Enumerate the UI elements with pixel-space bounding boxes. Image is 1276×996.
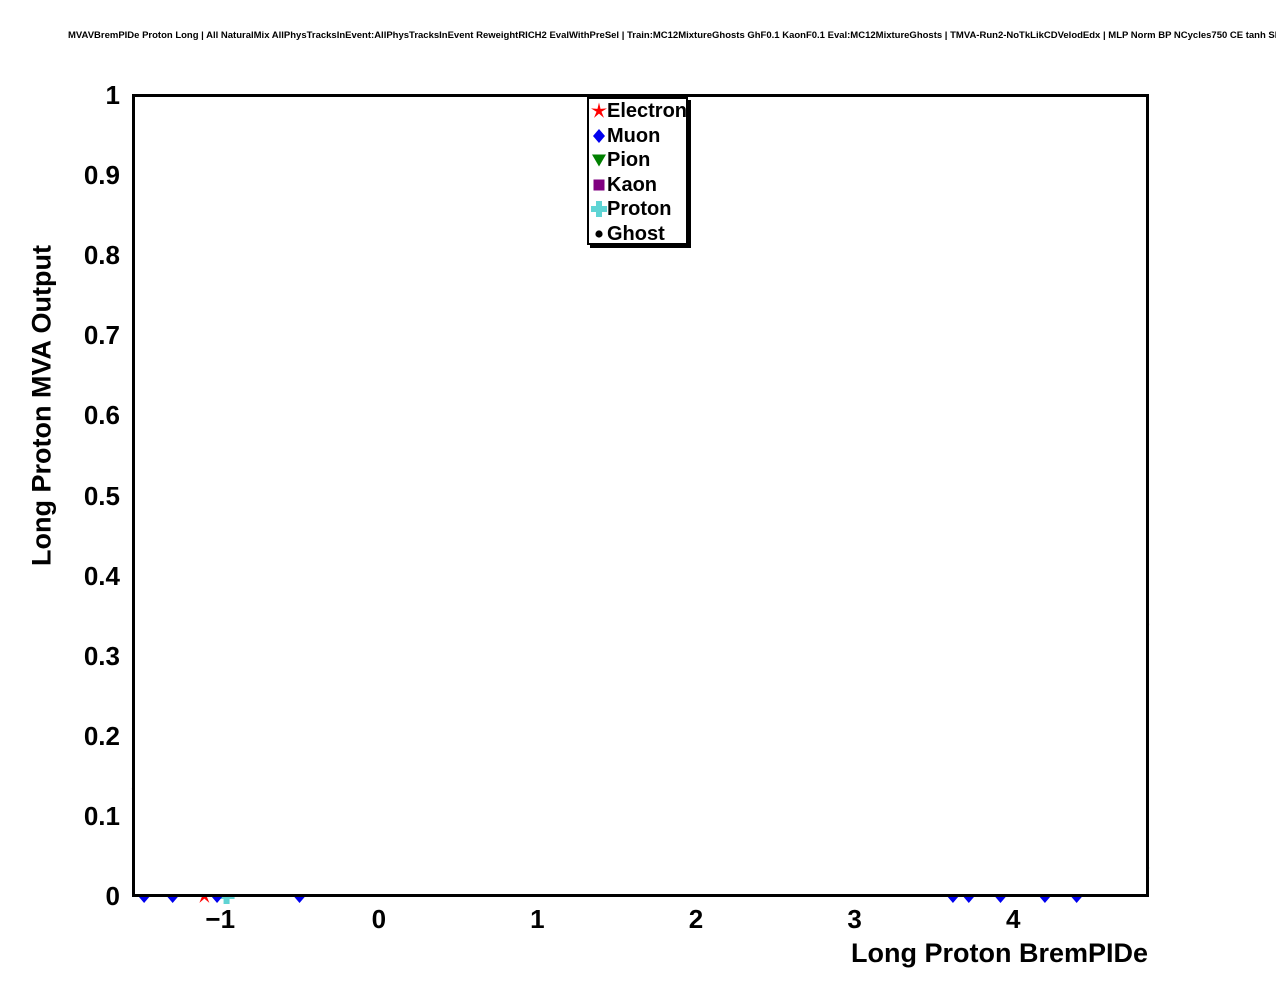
- y-tick-label: 0.2: [83, 720, 120, 751]
- legend-label: Electron: [607, 100, 688, 123]
- x-tick-label: −1: [205, 904, 236, 934]
- x-tick-label: 1: [530, 904, 545, 934]
- y-tick-label: 0.4: [83, 560, 120, 591]
- y-tick-label: 0.1: [83, 800, 120, 831]
- square-icon: [591, 174, 607, 196]
- legend-label: Ghost: [607, 222, 665, 245]
- y-tick-label: 1: [105, 80, 120, 110]
- y-tick-label: 0.6: [83, 400, 120, 431]
- legend-entry-ghost[interactable]: Ghost: [589, 222, 686, 247]
- triangle-down-icon: [591, 149, 607, 171]
- dot-icon: [591, 223, 607, 245]
- x-tick-label: 0: [371, 904, 387, 934]
- legend-entry-pion[interactable]: Pion: [589, 148, 686, 173]
- y-tick-label: 0.5: [83, 480, 120, 511]
- legend-label: Pion: [607, 149, 651, 172]
- y-tick-label: 0.8: [83, 240, 120, 271]
- legend-label: Proton: [607, 198, 672, 221]
- legend-label: Muon: [607, 124, 661, 147]
- x-tick-label: 3: [847, 904, 862, 934]
- x-axis-title: Long Proton BremPIDe: [850, 938, 1148, 968]
- star-icon: [591, 100, 607, 122]
- legend-entry-electron[interactable]: Electron: [589, 99, 688, 124]
- legend-entry-muon[interactable]: Muon: [589, 124, 686, 149]
- y-tick-label: 0.3: [83, 640, 120, 671]
- x-tick-label: 2: [688, 904, 704, 934]
- diamond-icon: [591, 125, 607, 147]
- legend-entry-proton[interactable]: Proton: [589, 197, 686, 222]
- y-tick-label: 0.9: [83, 160, 120, 191]
- page-title: MVAVBremPIDe Proton Long | All NaturalMi…: [68, 30, 1276, 41]
- cross-icon: [591, 198, 607, 220]
- legend-entry-kaon[interactable]: Kaon: [589, 173, 686, 198]
- legend: Electron Muon Pion Kaon Proton Ghost: [587, 97, 688, 245]
- y-tick-label: 0: [105, 881, 120, 911]
- x-tick-label: 4: [1005, 904, 1021, 934]
- y-tick-label: 0.7: [83, 320, 120, 351]
- legend-label: Kaon: [607, 173, 657, 196]
